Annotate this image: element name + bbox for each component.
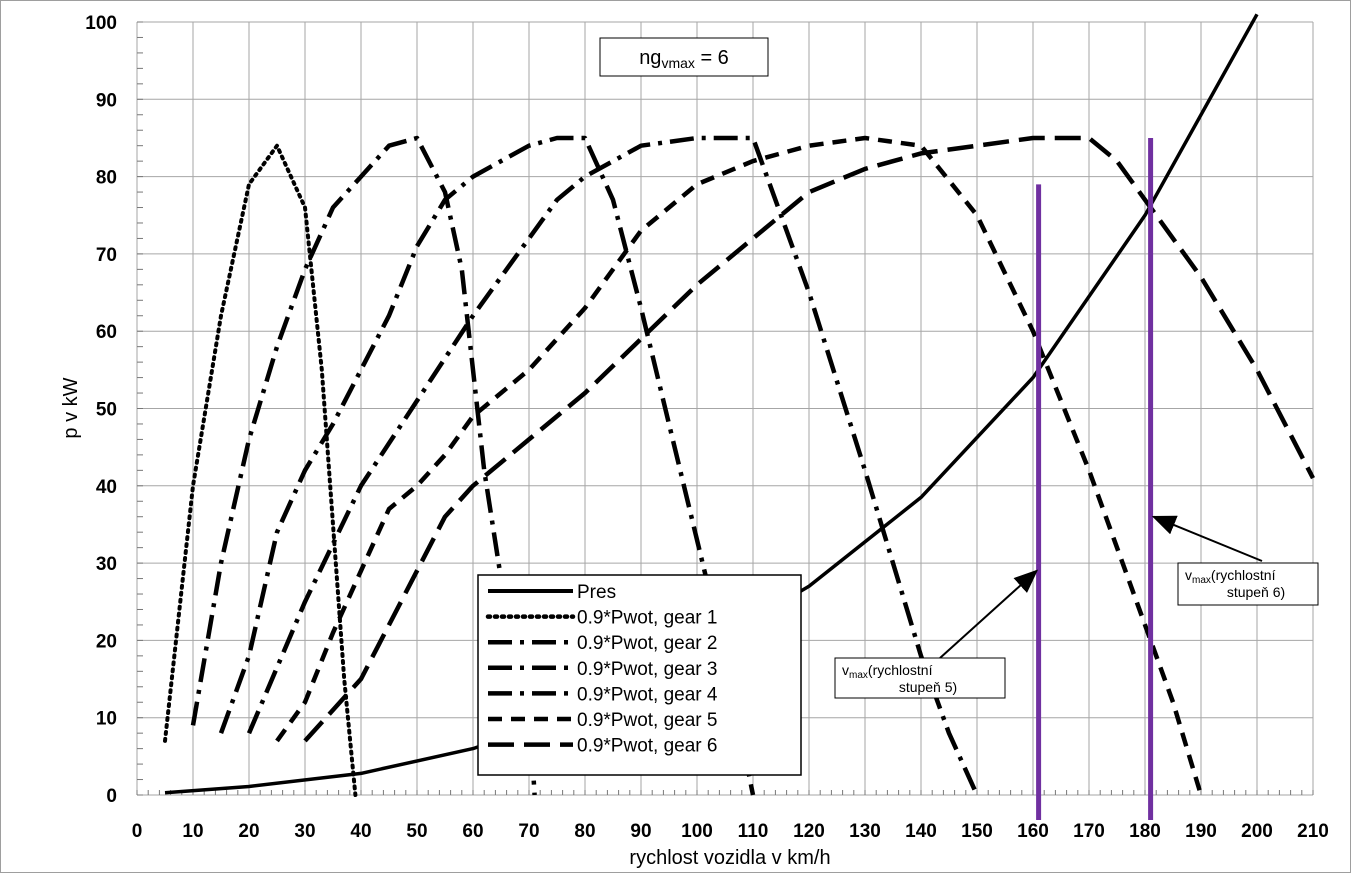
y-tick-label-1: 10 [96, 709, 117, 730]
x-tick-label-18: 180 [1129, 821, 1161, 842]
x-tick-label-13: 130 [849, 821, 881, 842]
y-tick-label-8: 80 [96, 168, 117, 189]
series-line-4 [246, 135, 980, 796]
x-tick-label-1: 10 [182, 821, 203, 842]
y-tick-label-2: 20 [96, 631, 117, 652]
x-tick-label-15: 150 [961, 821, 993, 842]
x-tick-label-8: 80 [574, 821, 595, 842]
legend-label-5: 0.9*Pwot, gear 5 [577, 710, 717, 731]
vmax-label-line2-0: stupeň 5) [899, 679, 957, 695]
x-tick-label-14: 140 [905, 821, 937, 842]
y-tick-label-5: 50 [96, 400, 117, 421]
vmax-arrow-0 [939, 569, 1039, 659]
x-tick-label-10: 100 [681, 821, 713, 842]
legend-label-2: 0.9*Pwot, gear 2 [577, 633, 717, 654]
y-tick-labels: 0 10 20 30 40 50 60 70 80 90 100 [85, 13, 117, 807]
vmax-label-box-0 [834, 657, 1006, 699]
legend-label-3: 0.9*Pwot, gear 3 [577, 659, 717, 680]
vmax-label-line1-1: vmax(rychlostní [1185, 567, 1276, 586]
note-sub: vmax [661, 55, 694, 71]
x-tick-label-5: 50 [406, 821, 427, 842]
x-tick-label-3: 30 [294, 821, 315, 842]
y-tick-label-3: 30 [96, 554, 117, 575]
x-tick-label-6: 60 [462, 821, 483, 842]
y-tick-label-10: 100 [85, 13, 117, 34]
legend-label-0: Pres [577, 582, 616, 603]
y-tick-label-7: 70 [96, 245, 117, 266]
vmax-layer [1036, 137, 1154, 820]
y-tick-label-0: 0 [106, 786, 117, 807]
x-tick-label-20: 200 [1241, 821, 1273, 842]
note-rest: = 6 [695, 47, 729, 69]
x-tick-label-0: 0 [132, 821, 143, 842]
vmax-label-box-1 [1177, 562, 1319, 606]
x-tick-label-11: 110 [738, 821, 769, 842]
legend: Pres 0.9*Pwot, gear 1 0.9*Pwot, gear 2 0.9*… [477, 574, 802, 776]
x-tick-label-2: 20 [238, 821, 259, 842]
x-axis-label: rychlost vozidla v km/h [629, 847, 830, 869]
x-tick-label-9: 90 [630, 821, 651, 842]
x-tick-labels: 0 10 20 30 40 50 60 70 80 90 100 110 120 130 140 150 160… [132, 821, 1329, 842]
vmax-label-line1-0: vmax(rychlostní [842, 662, 933, 681]
y-axis-label: p v kW [60, 377, 82, 438]
series-line-2 [190, 135, 537, 796]
vmax-arrow-1 [1151, 515, 1263, 562]
legend-box [477, 574, 802, 776]
minor-ticks [136, 21, 1314, 796]
series-line-5 [275, 135, 1204, 796]
legend-label-6: 0.9*Pwot, gear 6 [577, 736, 717, 757]
svg-text:ngvmax = 6: ngvmax = 6 [639, 47, 729, 71]
series-line-3 [218, 135, 756, 796]
x-tick-label-19: 190 [1185, 821, 1217, 842]
gear-count-note: ngvmax = 6 [599, 37, 769, 77]
x-tick-label-7: 70 [518, 821, 539, 842]
series-line-1 [163, 143, 358, 797]
x-tick-label-17: 170 [1073, 821, 1105, 842]
legend-label-1: 0.9*Pwot, gear 1 [577, 608, 717, 629]
x-tick-label-21: 210 [1297, 821, 1329, 842]
legend-label-4: 0.9*Pwot, gear 4 [577, 684, 718, 705]
y-tick-label-6: 60 [96, 322, 117, 343]
series-layer [163, 13, 1315, 797]
x-tick-label-12: 120 [793, 821, 825, 842]
note-base: ng [639, 47, 661, 69]
x-tick-label-4: 40 [350, 821, 371, 842]
x-tick-label-16: 160 [1017, 821, 1049, 842]
y-tick-label-4: 40 [96, 477, 117, 498]
vmax-label-line2-1: stupeň 6) [1227, 584, 1285, 600]
y-tick-label-9: 90 [96, 90, 117, 111]
